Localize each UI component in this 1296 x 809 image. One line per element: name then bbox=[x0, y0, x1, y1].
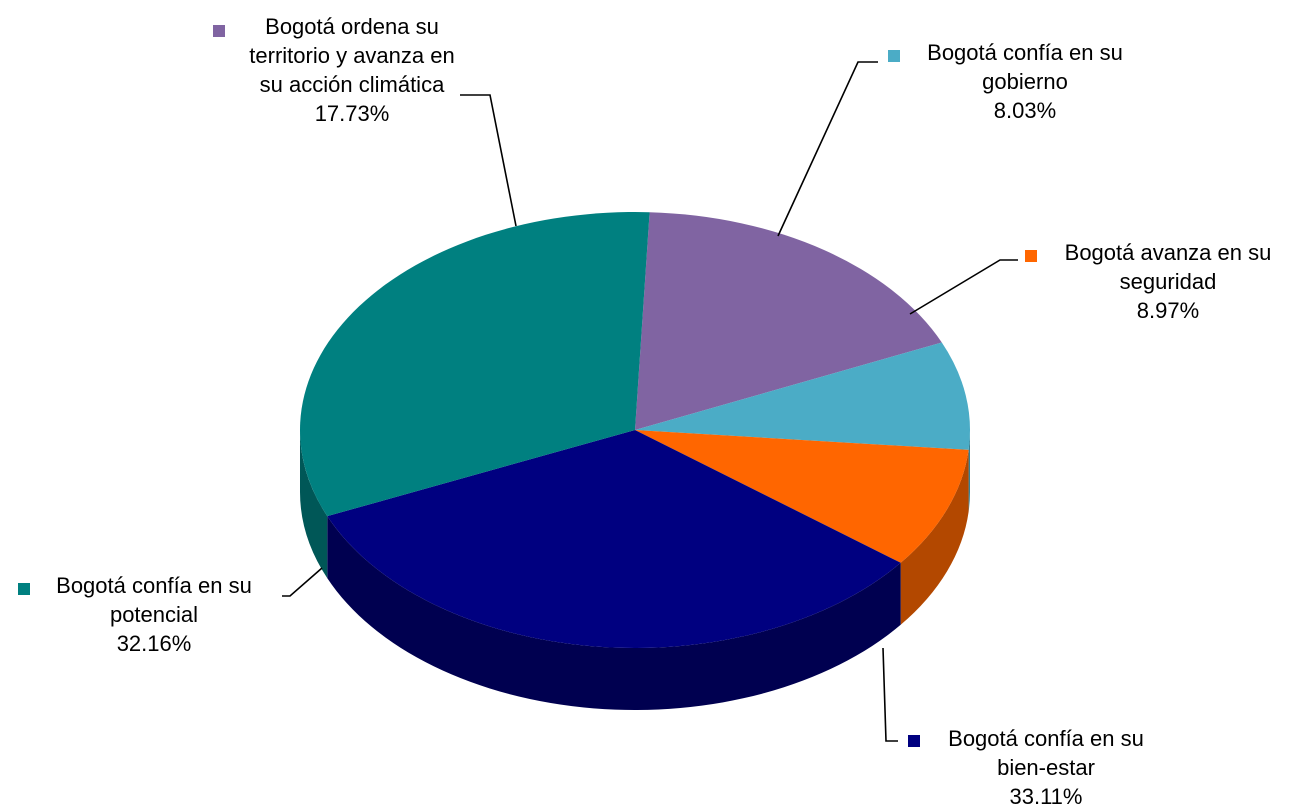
slice-labels: Bogotá ordena su territorio y avanza en su… bbox=[18, 14, 1271, 809]
legend-swatch bbox=[18, 583, 30, 595]
leader-lines bbox=[282, 61, 1018, 742]
slice-value-label: 8.03% bbox=[994, 98, 1056, 123]
legend-swatch bbox=[888, 50, 900, 62]
pie-slice-side bbox=[968, 430, 970, 512]
pie-slice-side bbox=[327, 516, 901, 711]
slice-label: su acción climática bbox=[260, 72, 445, 97]
legend-swatch bbox=[908, 735, 920, 747]
pie-slices bbox=[300, 211, 970, 648]
pie-slice-side bbox=[900, 449, 969, 625]
slice-label: territorio y avanza en bbox=[249, 43, 454, 68]
pie-3d-sides bbox=[300, 430, 970, 711]
slice-value-label: 33.11% bbox=[1010, 784, 1083, 809]
pie-slice-side bbox=[300, 430, 328, 579]
pie-slice bbox=[635, 430, 969, 563]
pie-slice bbox=[300, 211, 650, 517]
slice-value-label: 32.16% bbox=[117, 631, 192, 656]
slice-label: Bogotá confía en su bbox=[927, 40, 1123, 65]
slice-label: bien-estar bbox=[997, 755, 1095, 780]
leader-line bbox=[777, 61, 878, 237]
pie-slice bbox=[635, 342, 970, 450]
legend-swatch bbox=[1025, 250, 1037, 262]
leader-line bbox=[882, 647, 898, 742]
pie-slice bbox=[635, 212, 942, 430]
leader-line bbox=[460, 94, 517, 227]
leader-line bbox=[909, 259, 1018, 315]
slice-label: Bogotá confía en su bbox=[948, 726, 1144, 751]
legend-swatch bbox=[213, 25, 225, 37]
leader-line bbox=[282, 567, 323, 597]
slice-label: Bogotá ordena su bbox=[265, 14, 439, 39]
slice-label: gobierno bbox=[982, 69, 1068, 94]
pie-slice bbox=[327, 430, 901, 648]
slice-label: potencial bbox=[110, 602, 198, 627]
slice-label: seguridad bbox=[1120, 269, 1217, 294]
slice-value-label: 17.73% bbox=[315, 101, 390, 126]
slice-label: Bogotá confía en su bbox=[56, 573, 252, 598]
slice-value-label: 8.97% bbox=[1137, 298, 1199, 323]
slice-label: Bogotá avanza en su bbox=[1065, 240, 1272, 265]
